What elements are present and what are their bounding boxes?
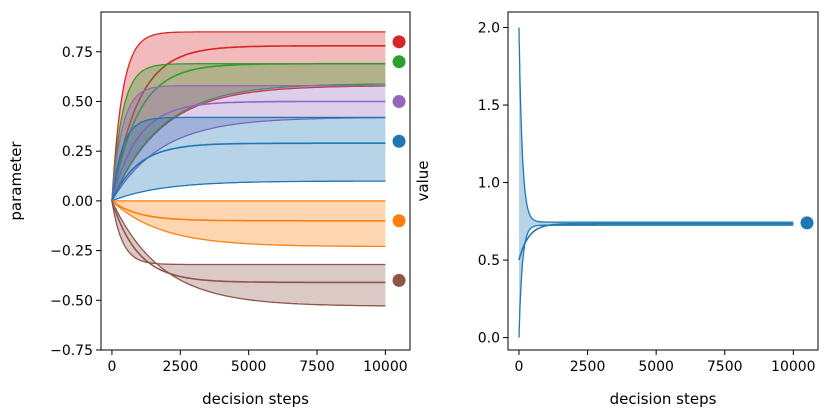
target-marker-3 (392, 134, 406, 148)
y-tick-label: 2.0 (478, 21, 500, 37)
band-lower-5 (111, 200, 386, 307)
plot-frame (100, 11, 411, 351)
target-marker-5 (392, 273, 406, 287)
band-upper-5 (111, 200, 386, 266)
mean-line-2 (111, 100, 386, 202)
y-tick-label: 0.25 (62, 144, 93, 160)
parameter-chart: 0 2500 5000 7500 10000 −0.75 −0.50 −0.25 0.00 0.2… (7, 11, 411, 408)
x-tick-label: 0 (107, 359, 116, 375)
value-chart: 0 2500 5000 7500 10000 0.0 0.5 1.0 1.5 2.0 decisio… (414, 11, 819, 408)
band-lower-4 (111, 200, 386, 248)
x-tick-label: 0 (515, 359, 524, 375)
y-tick-label: 0.0 (478, 331, 500, 347)
mean-line-1 (111, 62, 386, 202)
y-tick-label: 1.0 (478, 176, 500, 192)
x-tick-label: 7500 (299, 359, 335, 375)
band-upper-2 (111, 84, 386, 201)
y-tick-label: 0.00 (62, 194, 93, 210)
y-tick-label: 0.75 (62, 45, 93, 61)
y-tick-label: −0.75 (50, 343, 93, 359)
band-upper-3 (111, 116, 386, 202)
x-tick-label: 10000 (771, 359, 816, 375)
band-area-1 (111, 63, 386, 201)
band-lower-2 (111, 117, 386, 202)
mean-line-4 (111, 200, 386, 222)
x-axis-label: decision steps (610, 390, 717, 408)
x-tick-label: 7500 (707, 359, 743, 375)
y-tick-label: −0.25 (50, 244, 93, 260)
y-tick-label: −0.50 (50, 293, 93, 309)
x-tick-label: 10000 (363, 359, 408, 375)
target-marker-0 (392, 35, 406, 49)
x-tick-label: 5000 (638, 359, 674, 375)
mean-line-5 (111, 200, 386, 284)
x-axis-label: decision steps (202, 390, 309, 408)
mean-line-0 (111, 45, 386, 202)
band-upper-0 (111, 31, 386, 201)
target-marker-2 (392, 94, 406, 108)
value-band-area (519, 27, 794, 338)
mean-line-3 (111, 142, 386, 202)
value-band-lower (518, 224, 794, 338)
y-tick-label: 0.5 (478, 253, 500, 269)
band-lower-3 (111, 180, 386, 202)
x-tick-label: 5000 (231, 359, 267, 375)
value-target-marker (800, 216, 814, 230)
y-axis-label: parameter (7, 141, 25, 221)
x-tick-label: 2500 (162, 359, 198, 375)
target-marker-4 (392, 214, 406, 228)
y-tick-label: 1.5 (478, 98, 500, 114)
y-axis-label: value (414, 161, 432, 202)
plot-frame (507, 11, 819, 351)
target-marker-1 (392, 55, 406, 69)
x-tick-label: 2500 (570, 359, 606, 375)
band-area-4 (111, 200, 386, 247)
band-area-3 (111, 117, 386, 201)
value-mean-line (518, 222, 794, 261)
value-band-upper (518, 27, 794, 223)
band-area-2 (111, 85, 386, 201)
y-tick-label: 0.50 (62, 94, 93, 110)
